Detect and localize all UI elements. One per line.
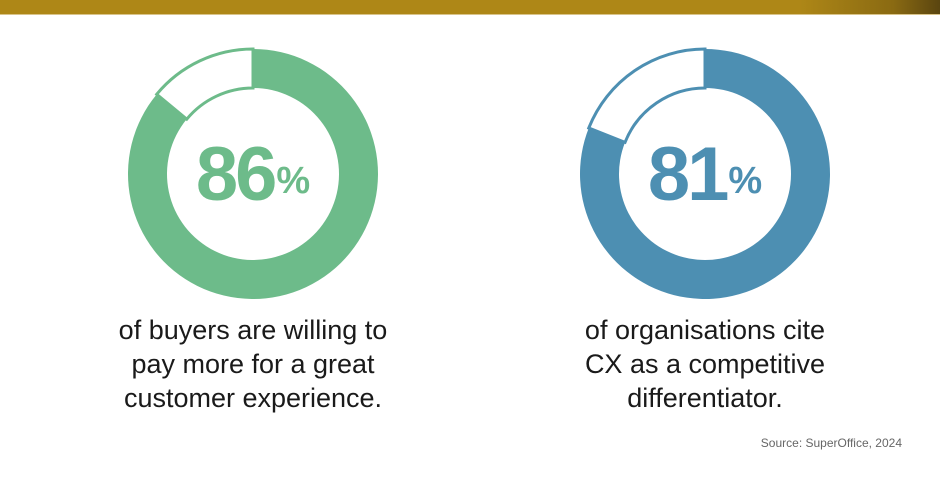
caption-line: of organisations cite xyxy=(584,315,826,345)
top-accent-bar xyxy=(0,0,940,15)
donut-remaining-segment xyxy=(586,47,707,145)
caption-line: customer experience. xyxy=(123,383,383,413)
source-note: Source: SuperOffice, 2024 xyxy=(760,436,902,450)
percentage-label: 86% xyxy=(126,47,380,301)
donut-chart-organisations: 81% xyxy=(578,47,832,301)
donut-remaining-segment xyxy=(154,47,255,122)
percentage-value: 86 xyxy=(195,131,278,217)
caption-organisations: of organisations cite CX as a competitiv… xyxy=(525,313,885,415)
caption-buyers: of buyers are willing to pay more for a … xyxy=(73,313,433,415)
caption-line: of buyers are willing to xyxy=(118,315,388,345)
donut-svg xyxy=(128,47,378,299)
percent-sign: % xyxy=(276,159,311,202)
percentage-value: 81 xyxy=(647,131,730,217)
donut-filled-segment xyxy=(580,49,830,299)
caption-line: differentiator. xyxy=(627,383,783,413)
donut-chart-buyers: 86% xyxy=(126,47,380,301)
percentage-label: 81% xyxy=(578,47,832,301)
donut-filled-segment xyxy=(128,49,378,299)
percent-sign: % xyxy=(728,159,763,202)
donut-svg xyxy=(580,47,830,299)
caption-line: CX as a competitive xyxy=(584,349,826,379)
caption-line: pay more for a great xyxy=(131,349,375,379)
